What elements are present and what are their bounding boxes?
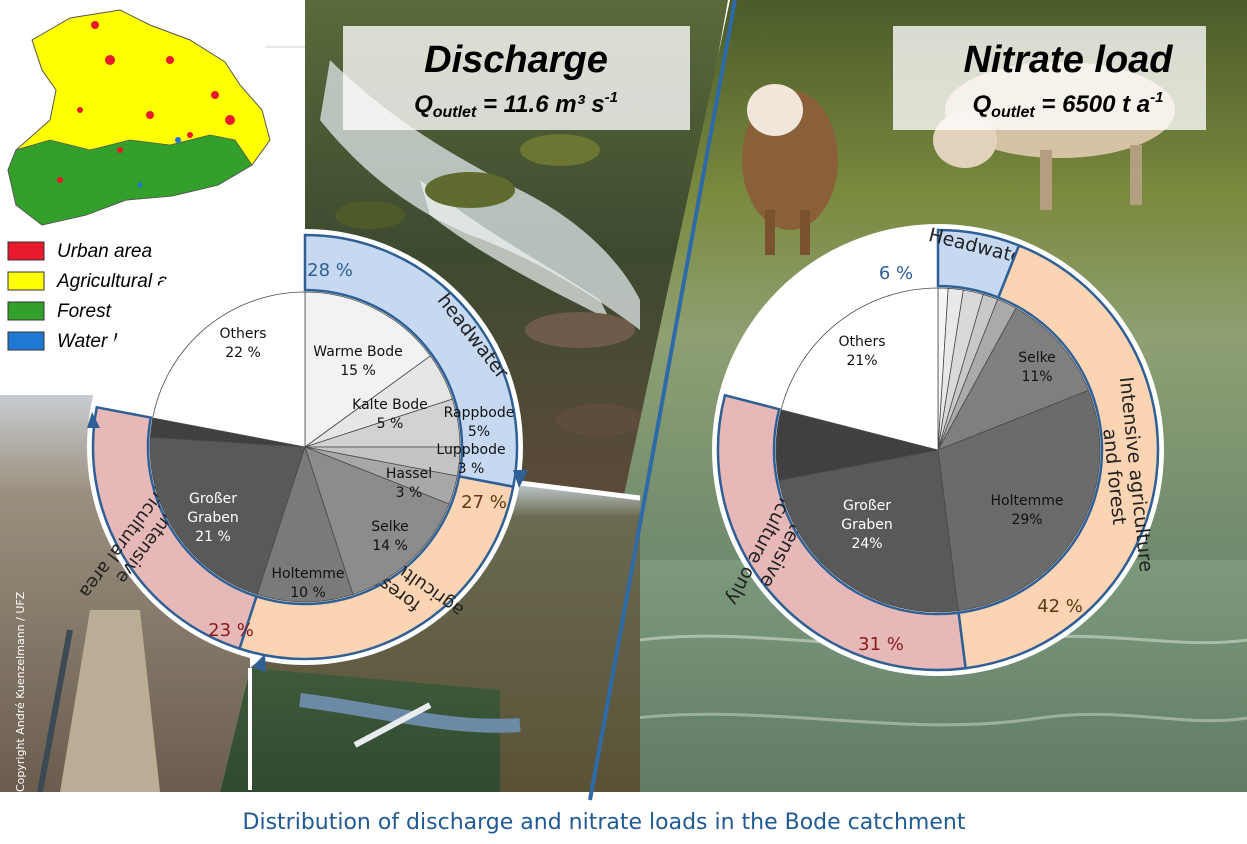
slice-label-line: Luppbode	[436, 442, 505, 458]
figure-caption: Distribution of discharge and nitrate lo…	[242, 810, 966, 835]
slice-label-line: 3 %	[396, 485, 423, 501]
legend-label: Forest	[57, 301, 112, 322]
slice-label: Großer Graben 24%	[841, 498, 893, 552]
slice-label-line: Rappbode	[444, 405, 515, 421]
slice-label-line: Others	[219, 326, 266, 342]
slice-label-line: 29%	[1011, 512, 1042, 528]
legend-swatch	[7, 301, 45, 321]
caption-band	[0, 792, 1247, 844]
slice-label-line: 15 %	[340, 363, 376, 379]
discharge-title-box: Discharge Qoutlet = 11.6 m³ s-1	[343, 26, 690, 130]
slice-label-line: Selke	[371, 519, 409, 535]
pie-slice	[937, 389, 1101, 612]
slice-label-line: 22 %	[225, 345, 261, 361]
group-percent: 23 %	[208, 620, 254, 641]
group-ring-segment	[91, 405, 259, 651]
slice-label: Holtemme 29%	[991, 493, 1064, 528]
slice-label-line: Kalte Bode	[352, 397, 428, 413]
bode-catchment-map	[7, 9, 271, 226]
group-percent: 27 %	[461, 492, 507, 513]
pie-slice	[937, 307, 1090, 451]
legend-label: Urban area	[57, 241, 152, 262]
slice-label-line: 5%	[468, 424, 490, 440]
slice-label-line: 5 %	[377, 416, 404, 432]
slice-label-line: 14 %	[372, 538, 408, 554]
pie-slice	[778, 449, 959, 613]
nitrate-title-box: Nitrate load Qoutlet = 6500 t a-1	[893, 26, 1206, 130]
slice-label-line: 11%	[1021, 369, 1052, 385]
slice-label-line: 21 %	[195, 529, 231, 545]
pie-slice	[152, 291, 306, 448]
photo-forest-dam	[220, 480, 640, 792]
slice-label: Großer Graben 21 %	[187, 491, 239, 545]
slice-label-line: Hassel	[386, 466, 432, 482]
group-ring-segment	[957, 243, 1160, 670]
nitrate-title: Nitrate load	[963, 39, 1173, 81]
panel-divider	[588, 0, 737, 801]
ring-arrow	[87, 412, 100, 428]
slice-label-line: Holtemme	[272, 566, 345, 582]
ring-arrow	[513, 470, 528, 488]
slice-label: Others 22 %	[219, 326, 266, 361]
discharge-title: Discharge	[424, 39, 608, 81]
slice-label: Others 21%	[838, 334, 885, 369]
slice-label: Kalte Bode 5 %	[352, 397, 428, 432]
slice-label-line: 24%	[851, 536, 882, 552]
slice-label: Luppbode 3 %	[436, 442, 505, 477]
legend-swatch	[7, 271, 45, 291]
slice-label: Holtemme 10 %	[272, 566, 345, 601]
group-percent: 6 %	[879, 263, 913, 284]
pie-slice	[304, 291, 431, 448]
slice-label-line: Großer	[843, 498, 891, 514]
slice-label: Warme Bode 15 %	[313, 344, 402, 379]
slice-label-line: 3 %	[458, 461, 485, 477]
nitrate-subtitle: Qoutlet = 6500 t a-1	[973, 89, 1164, 121]
slice-label-line: Warme Bode	[313, 344, 402, 360]
group-percent: 28 %	[307, 260, 353, 281]
slice-label-line: Others	[838, 334, 885, 350]
discharge-subtitle: Qoutlet = 11.6 m³ s-1	[414, 89, 618, 121]
slice-label-line: 10 %	[290, 585, 326, 601]
pie-slice	[149, 436, 306, 595]
slice-label: Selke 11%	[1018, 350, 1056, 385]
pie-slice	[256, 445, 354, 603]
slice-label-line: Selke	[1018, 350, 1056, 366]
group-ring-segment	[716, 393, 967, 672]
pie-slice	[780, 287, 939, 451]
slice-label: Selke 14 %	[371, 519, 409, 554]
copyright-notice: Copyright André Kuenzelmann / UFZ	[14, 591, 27, 792]
slice-label: Rappbode 5%	[444, 405, 515, 440]
legend-swatch	[7, 241, 45, 261]
slice-label: Hassel 3 %	[386, 466, 432, 501]
ring-arrow	[252, 654, 266, 672]
legend-swatch	[7, 331, 45, 351]
slice-label-line: Graben	[187, 510, 239, 526]
slice-label-line: Graben	[841, 517, 893, 533]
group-percent: 42 %	[1037, 596, 1083, 617]
slice-label-line: Holtemme	[991, 493, 1064, 509]
group-percent: 31 %	[858, 634, 904, 655]
slice-label-line: Großer	[189, 491, 237, 507]
slice-label-line: 21%	[846, 353, 877, 369]
